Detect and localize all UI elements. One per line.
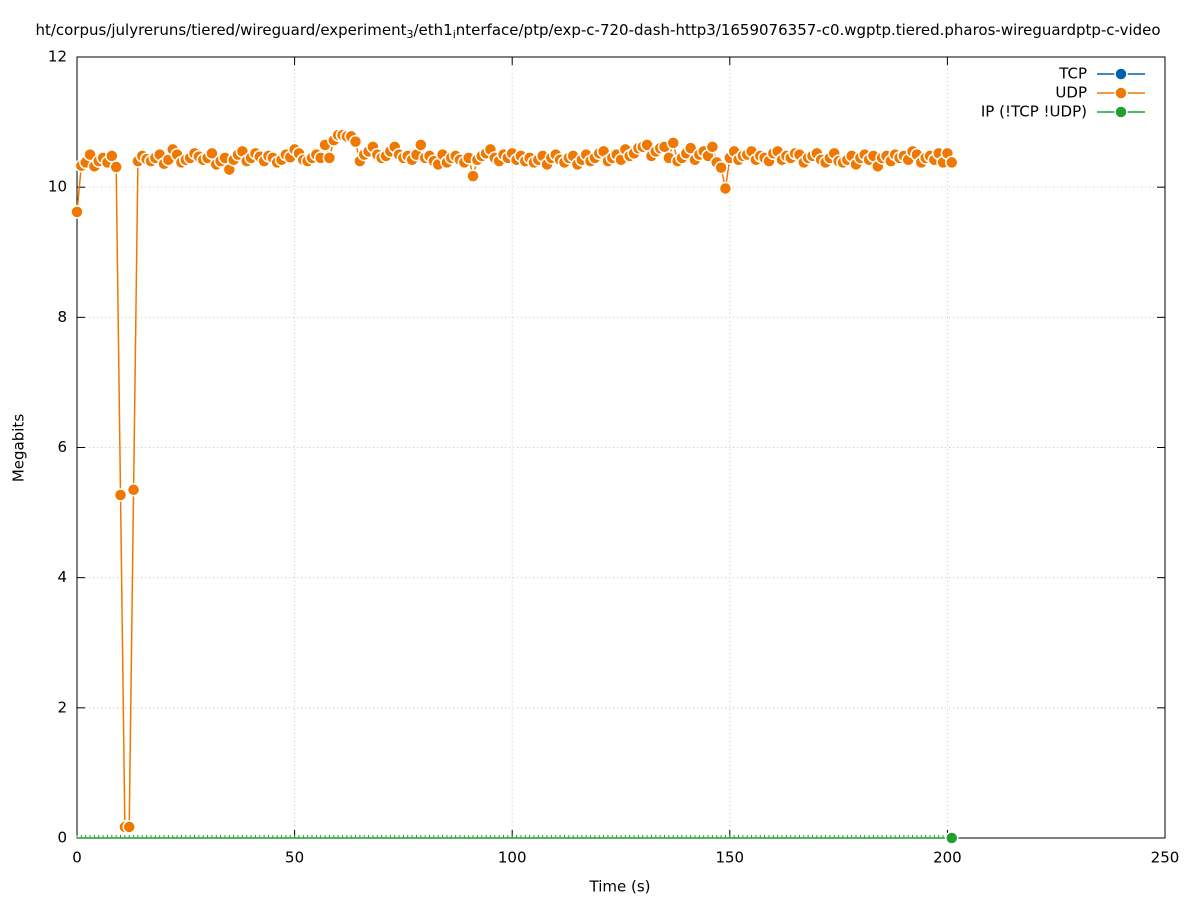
chart-title: ht/corpus/julyreruns/tiered/wireguard/ex… — [35, 21, 1160, 42]
y-tick-label: 10 — [48, 178, 67, 196]
title-part: /eth1 — [413, 21, 452, 39]
legend-marker — [1114, 67, 1128, 81]
legend-marker — [1114, 86, 1128, 100]
y-tick-label: 4 — [57, 568, 67, 586]
y-tick-label: 0 — [57, 829, 67, 847]
point — [113, 488, 128, 502]
x-tick-label: 100 — [498, 849, 527, 867]
legend-label: IP (!TCP !UDP) — [981, 103, 1087, 121]
title-part: ht/corpus/julyreruns/tiered/wireguard/ex… — [35, 21, 406, 39]
title-part: i — [453, 28, 456, 41]
title-part: 3 — [406, 28, 413, 41]
legend-label: TCP — [1058, 65, 1087, 83]
x-tick-label: 150 — [715, 849, 744, 867]
point — [714, 160, 728, 175]
y-tick-label: 12 — [48, 48, 67, 66]
point — [414, 138, 428, 152]
point — [945, 831, 959, 845]
legend-marker — [1114, 105, 1128, 119]
point — [70, 205, 84, 219]
point — [348, 134, 363, 149]
legend-label: UDP — [1055, 84, 1087, 102]
series-line — [76, 134, 953, 828]
x-tick-label: 250 — [1151, 849, 1180, 867]
point — [126, 483, 141, 497]
x-axis-label: Time (s) — [589, 878, 651, 896]
x-tick-label: 0 — [72, 849, 82, 867]
y-tick-label: 8 — [57, 308, 67, 326]
point — [122, 820, 136, 834]
x-tick-label: 50 — [285, 849, 304, 867]
point — [105, 149, 119, 163]
point — [945, 155, 959, 170]
point — [666, 136, 680, 150]
y-tick-label: 6 — [57, 438, 67, 456]
y-tick-label: 2 — [57, 698, 67, 716]
point — [718, 181, 733, 196]
point — [109, 160, 123, 174]
point — [466, 169, 480, 183]
y-axis-label: Megabits — [10, 414, 28, 482]
x-tick-label: 200 — [933, 849, 962, 867]
point — [322, 151, 337, 165]
title-part: nterface/ptp/exp-c-720-dash-http3/165907… — [456, 21, 1161, 39]
point — [705, 140, 720, 154]
